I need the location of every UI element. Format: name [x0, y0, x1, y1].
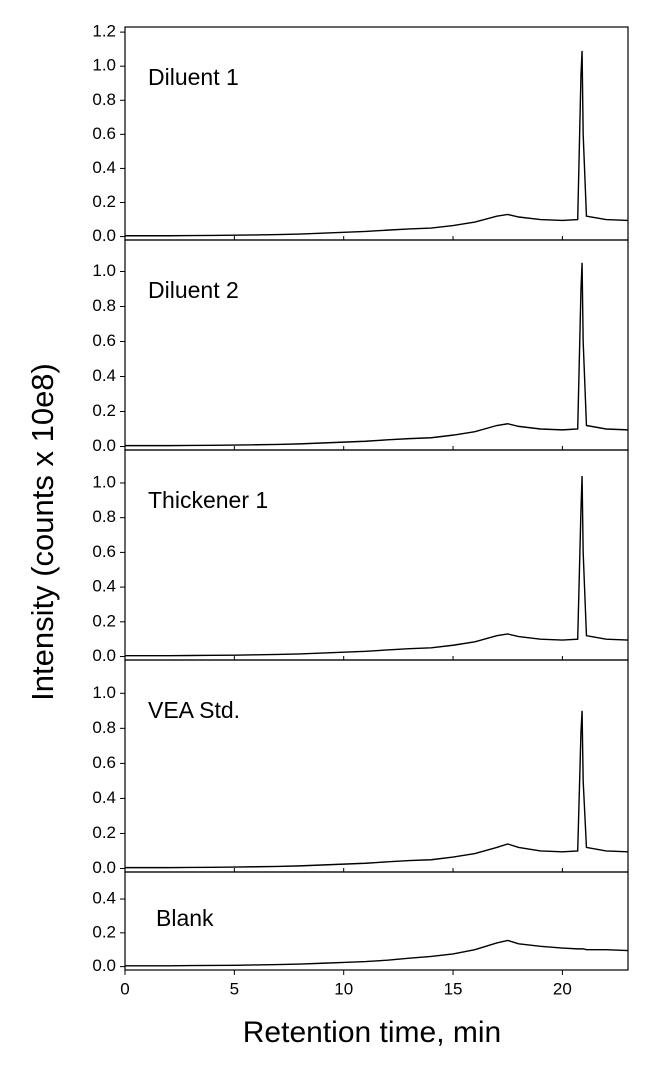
- y-tick-label: 0.8: [92, 90, 116, 109]
- y-tick-label: 1.0: [92, 472, 116, 491]
- y-tick-label: 0.4: [92, 158, 116, 177]
- y-tick-label: 0.2: [92, 401, 116, 420]
- y-tick-label: 1.2: [92, 22, 116, 41]
- y-tick-label: 0.8: [92, 718, 116, 737]
- panel-label: Diluent 2: [148, 277, 239, 303]
- y-tick-label: 0.6: [92, 331, 116, 350]
- panel-label: VEA Std.: [148, 697, 240, 723]
- y-tick-label: 0.6: [92, 124, 116, 143]
- y-tick-label: 0.8: [92, 296, 116, 315]
- trace: [125, 710, 629, 869]
- trace: [125, 262, 629, 447]
- panel-frame: [124, 26, 629, 241]
- y-tick-label: 0.4: [92, 577, 116, 596]
- panel-frame: [124, 239, 629, 451]
- y-tick-label: 0.0: [92, 436, 116, 455]
- y-tick-label: 0.2: [92, 611, 116, 630]
- x-tick-label: 5: [230, 979, 239, 998]
- trace: [125, 476, 629, 657]
- panel-frame: [124, 449, 629, 661]
- y-tick-label: 0.2: [92, 192, 116, 211]
- y-tick-label: 0.4: [92, 889, 116, 908]
- x-axis-label: Retention time, min: [243, 1016, 501, 1049]
- y-tick-label: 1.0: [92, 56, 116, 75]
- y-tick-label: 0.0: [92, 646, 116, 665]
- trace: [125, 50, 629, 237]
- panel-frame: [124, 871, 629, 971]
- y-tick-label: 0.8: [92, 507, 116, 526]
- y-tick-label: 0.2: [92, 823, 116, 842]
- x-tick-label: 15: [444, 979, 463, 998]
- y-tick-label: 0.6: [92, 753, 116, 772]
- panel-label: Diluent 1: [148, 64, 239, 90]
- panel-label: Blank: [156, 905, 214, 931]
- y-tick-label: 0.4: [92, 788, 116, 807]
- x-tick-label: 20: [553, 979, 572, 998]
- y-tick-label: 0.6: [92, 542, 116, 561]
- x-tick-label: 0: [120, 979, 129, 998]
- y-tick-label: 1.0: [92, 683, 116, 702]
- x-tick-label: 10: [334, 979, 353, 998]
- y-tick-label: 1.0: [92, 261, 116, 280]
- y-tick-label: 0.0: [92, 956, 116, 975]
- y-tick-label: 0.4: [92, 366, 116, 385]
- y-tick-label: 0.2: [92, 922, 116, 941]
- panel-label: Thickener 1: [148, 487, 268, 513]
- y-axis-label: Intensity (counts x 10e8): [25, 363, 60, 701]
- trace: [125, 939, 629, 967]
- y-tick-label: 0.0: [92, 226, 116, 245]
- panel-frame: [124, 659, 629, 873]
- y-tick-label: 0.0: [92, 858, 116, 877]
